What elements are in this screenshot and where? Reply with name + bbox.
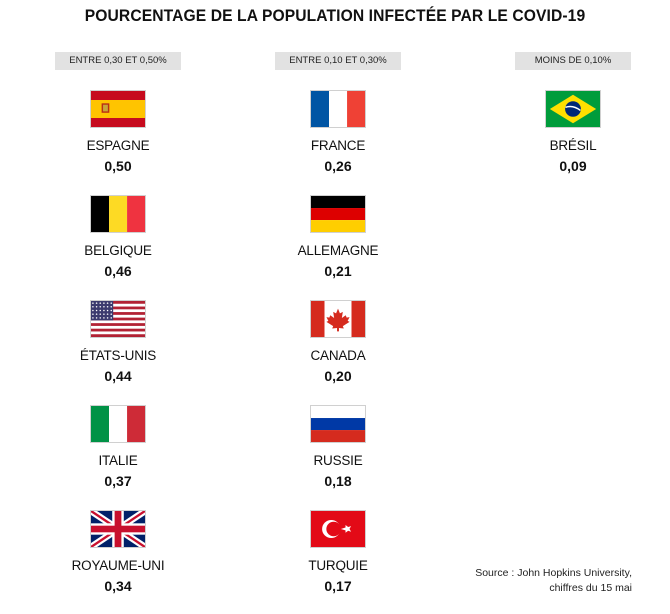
percentage-value: 0,46 <box>104 263 132 279</box>
spain-flag-icon <box>90 90 146 128</box>
source-line-1: Source : John Hopkins University, <box>475 567 632 579</box>
group-header: MOINS DE 0,10% <box>515 52 631 70</box>
country-name: ITALIE <box>98 453 138 468</box>
percentage-value: 0,26 <box>324 158 352 174</box>
country-name: FRANCE <box>310 138 366 153</box>
country-name: ESPAGNE <box>86 138 150 153</box>
country-name: ROYAUME-UNI <box>71 558 165 573</box>
group-column-2: ENTRE 0,10 ET 0,30% FRANCE 0,26 ALLEMAGNE 0… <box>253 52 423 594</box>
country-name: ALLEMAGNE <box>297 243 379 258</box>
group-column-1: ENTRE 0,30 ET 0,50% ESPAGNE 0,50 BELGIQUE 0… <box>33 52 203 594</box>
country-name: CANADA <box>310 348 366 363</box>
russia-flag-icon <box>310 405 366 443</box>
italy-flag-icon <box>90 405 146 443</box>
source-line-2: chiffres du 15 mai <box>549 582 632 594</box>
country-name: BRÉSIL <box>549 138 597 153</box>
turkey-flag-icon <box>310 510 366 548</box>
country-name: BELGIQUE <box>84 243 152 258</box>
country-name: RUSSIE <box>313 453 363 468</box>
canada-flag-icon <box>310 300 366 338</box>
country-name: TURQUIE <box>308 558 368 573</box>
chart-title: POURCENTAGE DE LA POPULATION INFECTÉE PA… <box>84 6 586 25</box>
france-flag-icon <box>310 90 366 128</box>
belgium-flag-icon <box>90 195 146 233</box>
percentage-value: 0,21 <box>324 263 352 279</box>
percentage-value: 0,20 <box>324 368 352 384</box>
percentage-value: 0,50 <box>104 158 132 174</box>
brazil-flag-icon <box>545 90 601 128</box>
germany-flag-icon <box>310 195 366 233</box>
percentage-value: 0,44 <box>104 368 132 384</box>
uk-flag-icon <box>90 510 146 548</box>
source-note: Source : John Hopkins University, chiffr… <box>475 566 632 596</box>
group-header: ENTRE 0,30 ET 0,50% <box>55 52 181 70</box>
group-header: ENTRE 0,10 ET 0,30% <box>275 52 401 70</box>
group-column-3: MOINS DE 0,10% BRÉSIL 0,09 <box>488 52 658 174</box>
percentage-value: 0,34 <box>104 578 132 594</box>
percentage-value: 0,37 <box>104 473 132 489</box>
percentage-value: 0,09 <box>559 158 587 174</box>
country-name: ÉTATS-UNIS <box>79 348 157 363</box>
percentage-value: 0,18 <box>324 473 352 489</box>
usa-flag-icon <box>90 300 146 338</box>
percentage-value: 0,17 <box>324 578 352 594</box>
